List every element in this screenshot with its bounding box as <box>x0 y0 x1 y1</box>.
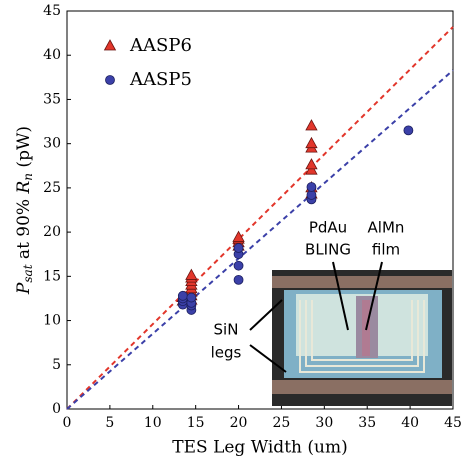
circle-marker <box>403 125 414 136</box>
triangle-marker <box>185 268 198 280</box>
inset-label: PdAu <box>309 219 347 237</box>
inset-label: AlMn <box>368 219 405 237</box>
y-tick-label: 35 <box>43 91 61 107</box>
inset-label: SiN <box>214 321 239 339</box>
circle-marker <box>306 182 317 192</box>
circle-marker <box>177 290 188 301</box>
x-tick-label: 35 <box>358 415 376 431</box>
x-tick-label: 15 <box>187 415 205 431</box>
x-tick-label: 10 <box>144 415 162 431</box>
y-tick-label: 45 <box>43 3 61 19</box>
inset-pointers <box>249 261 383 373</box>
legend-label: AASP6 <box>129 35 192 56</box>
y-tick-label: 25 <box>43 180 61 196</box>
y-tick-label: 10 <box>43 313 61 329</box>
y-tick-label: 40 <box>43 47 61 63</box>
fit-line <box>66 69 454 410</box>
triangle-marker <box>305 158 318 170</box>
x-axis-label: TES Leg Width (um) <box>172 438 347 458</box>
x-tick-label: 20 <box>230 415 248 431</box>
triangle-marker <box>232 230 245 242</box>
triangle-marker <box>305 119 318 131</box>
triangle-marker <box>305 136 318 149</box>
x-tick-label: 5 <box>105 415 114 431</box>
y-tick-label: 5 <box>52 357 61 373</box>
legend-label: AASP5 <box>129 69 192 90</box>
inset-label: BLING <box>305 241 351 259</box>
circle-marker <box>233 274 244 285</box>
x-tick-label: 45 <box>444 415 462 431</box>
plot-frame <box>66 10 454 410</box>
inset-image <box>272 270 452 406</box>
x-tick-label: 25 <box>273 415 291 431</box>
fit-line <box>66 26 454 410</box>
y-axis-label: Psat at 90% Rn (pW) <box>14 126 35 295</box>
y-tick-label: 20 <box>43 224 61 240</box>
x-tick-label: 30 <box>315 415 333 431</box>
y-tick-label: 15 <box>43 268 61 284</box>
x-tick-label: 40 <box>401 415 419 431</box>
x-tick-label: 0 <box>63 415 72 431</box>
triangle-marker <box>103 39 117 51</box>
inset-label: legs <box>211 344 242 362</box>
circle-marker <box>186 292 197 303</box>
circle-marker <box>105 75 115 85</box>
y-tick-label: 0 <box>52 401 61 417</box>
y-tick-label: 30 <box>43 136 61 152</box>
circle-marker <box>233 243 244 253</box>
circle-marker <box>233 260 244 271</box>
inset-label: film <box>372 241 400 259</box>
